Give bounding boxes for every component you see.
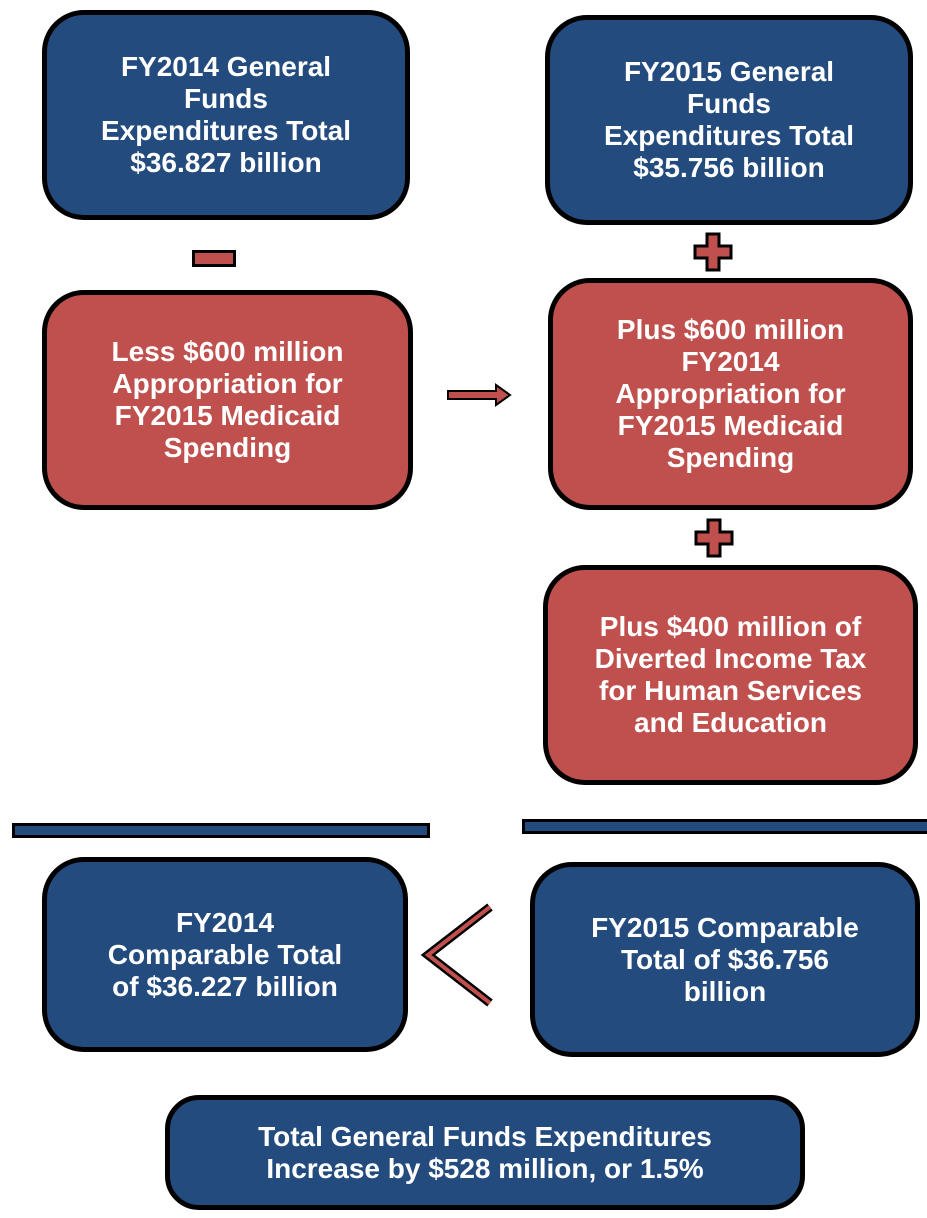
- box-text-line: and Education: [634, 707, 827, 738]
- box-text-line: Plus $600 million: [616, 314, 845, 345]
- box-text-line: FY2014: [175, 906, 275, 938]
- box-text-line: Total of $36.756: [620, 943, 829, 975]
- box: Plus $600 million FY2014 Appropriation for…: [548, 278, 913, 510]
- box-text-line: Expenditures Total: [604, 120, 854, 151]
- plus-sign: [693, 232, 733, 272]
- box-text-line: of $36.227 billion: [112, 970, 338, 1002]
- divider-bar: [522, 819, 927, 834]
- box: FY2014 Comparable Total of $36.227 billion: [42, 857, 408, 1052]
- divider-bar: [12, 823, 430, 838]
- box-text-line: FY2015 Comparable: [591, 911, 859, 943]
- box-text-line: $35.756 billion: [633, 152, 825, 183]
- box-text-line: Funds: [184, 83, 268, 114]
- less-than-sign: [424, 905, 492, 1005]
- box: Total General Funds Expenditures Increase…: [165, 1095, 805, 1210]
- box-text-line: FY2015 Medicaid: [617, 410, 844, 441]
- box-text-line: Appropriation for: [615, 378, 846, 409]
- box-text-line: $36.827 billion: [130, 147, 322, 178]
- box-text-line: Less $600 million: [111, 336, 344, 367]
- box-text-line: Increase by $528 million, or 1.5%: [266, 1152, 704, 1184]
- box: FY2014 General Funds Expenditures Total $36…: [42, 10, 410, 220]
- box-text-line: Plus $400 million of: [599, 611, 862, 642]
- box-text-line: FY2015 Medicaid: [114, 400, 341, 431]
- less-than-sign: [420, 903, 493, 1007]
- box: FY2015 General Funds Expenditures Total $35…: [545, 15, 913, 225]
- box-text-line: Spending: [163, 432, 292, 463]
- minus-sign: [192, 250, 236, 267]
- box-text-line: Diverted Income Tax: [594, 643, 867, 674]
- box-text-line: Appropriation for: [112, 368, 343, 399]
- box-text-line: FY2015 General: [623, 56, 835, 87]
- box-text-line: billion: [683, 975, 767, 1007]
- box-text-line: Expenditures Total: [101, 115, 351, 146]
- box-text-line: for Human Services: [599, 675, 862, 706]
- arrow: [447, 383, 512, 407]
- box-text-line: Funds: [687, 88, 771, 119]
- box-text-line: Spending: [666, 442, 795, 473]
- plus-sign: [694, 518, 734, 558]
- box-text-line: Comparable Total: [107, 938, 343, 970]
- box-text-line: Total General Funds Expenditures: [258, 1120, 712, 1152]
- box: Plus $400 million of Diverted Income Tax f…: [543, 565, 918, 785]
- box-text-line: FY2014 General: [120, 51, 332, 82]
- box: Less $600 million Appropriation for FY2015…: [42, 290, 413, 510]
- box: FY2015 Comparable Total of $36.756 billion: [530, 862, 920, 1057]
- box-text-line: FY2014: [681, 346, 780, 377]
